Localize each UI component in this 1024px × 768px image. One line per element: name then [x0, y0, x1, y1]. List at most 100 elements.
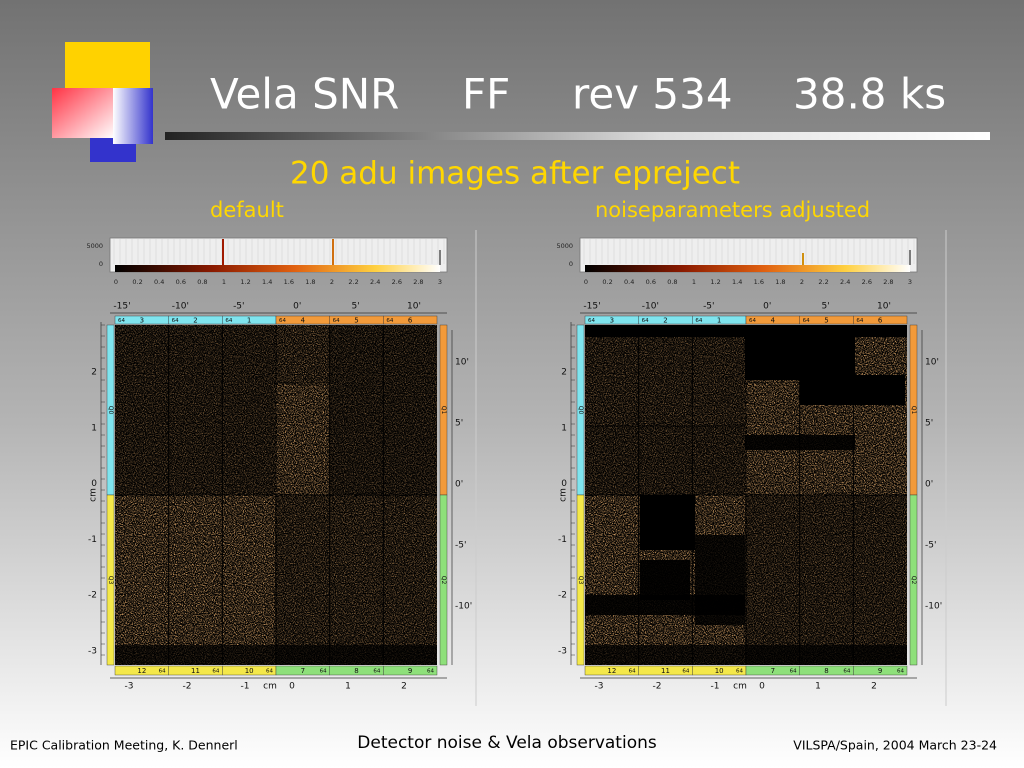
arcmin-label: 10' — [407, 302, 421, 312]
image-shade — [640, 560, 690, 600]
arcmin-label: -5' — [455, 541, 466, 551]
histogram-tick-label: 0 — [569, 260, 573, 268]
cm-label: -1 — [241, 682, 250, 692]
cm-label: 2 — [871, 682, 877, 692]
image-shade — [640, 495, 695, 550]
ccd-channels: 64 — [172, 318, 179, 324]
ccd-channels: 64 — [856, 318, 863, 324]
decor-square — [52, 88, 114, 138]
title: rev 534 — [572, 70, 733, 119]
ccd-label: 7 — [771, 667, 775, 675]
colorbar-tick-label: 0.2 — [602, 278, 612, 286]
subtitle: 20 adu images after epreject — [290, 156, 740, 192]
ccd-label: 3 — [610, 317, 614, 325]
arcmin-label: -15' — [113, 302, 130, 312]
histogram-tick-label: 0 — [99, 260, 103, 268]
arcmin-label: -5' — [233, 302, 244, 312]
arcmin-label: -10' — [642, 302, 659, 312]
colorbar-tick-label: 1.2 — [710, 278, 720, 286]
cm-label: 2 — [561, 368, 567, 378]
cm-label: 2 — [401, 682, 407, 692]
image-shade — [745, 495, 907, 665]
title-rule — [165, 132, 990, 140]
ccd-label: 3 — [140, 317, 144, 325]
ccd-strip — [383, 665, 438, 676]
cm-label: 1 — [561, 423, 567, 433]
colorbar-tick-label: 0.6 — [646, 278, 656, 286]
colorbar-tick-label: 0 — [584, 278, 588, 286]
colorbar-tick-label: 1.8 — [305, 278, 315, 286]
arcmin-label: 5' — [821, 302, 829, 312]
ccd-label: 2 — [193, 317, 197, 325]
colorbar-tick-label: 2.6 — [392, 278, 402, 286]
axis-unit: cm — [263, 682, 277, 692]
quadrant-label: Q3 — [577, 576, 584, 585]
ccd-label: 9 — [408, 667, 412, 675]
colorbar-tick-label: 0.4 — [154, 278, 164, 286]
ccd-label: 7 — [301, 667, 305, 675]
cm-label: 1 — [345, 682, 351, 692]
colorbar-tick-label: 1.6 — [754, 278, 764, 286]
quadrant-label: Q1 — [910, 406, 917, 415]
title: FF — [462, 70, 510, 119]
cm-label: 0 — [91, 479, 97, 489]
ccd-label: 2 — [663, 317, 667, 325]
cm-label: -1 — [558, 535, 567, 545]
ccd-channels: 64 — [695, 318, 702, 324]
cm-label: 1 — [815, 682, 821, 692]
image-shade — [275, 325, 330, 385]
title: Vela SNR — [210, 70, 399, 119]
colorbar-tick-label: 0.6 — [176, 278, 186, 286]
quadrant-label: Q0 — [577, 406, 584, 415]
colorbar-tick-label: 0.4 — [624, 278, 634, 286]
ccd-label: 11 — [661, 667, 670, 675]
image-shade — [745, 325, 800, 380]
ccd-channels: 64 — [212, 669, 219, 675]
cm-label: -2 — [88, 591, 97, 601]
ccd-label: 6 — [878, 317, 883, 325]
colorbar-tick-label: 3 — [908, 278, 912, 286]
colorbar-tick-label: 1.2 — [240, 278, 250, 286]
colorbar-tick-label: 1 — [222, 278, 226, 286]
quadrant-strip — [909, 494, 918, 666]
colorbar-tick-label: 1.4 — [262, 278, 272, 286]
ccd-channels: 64 — [373, 669, 380, 675]
quadrant-label: Q2 — [910, 576, 917, 585]
cm-label: 0 — [561, 479, 567, 489]
arcmin-label: 10' — [877, 302, 891, 312]
arcmin-label: 5' — [455, 419, 463, 429]
ccd-label: 10 — [715, 667, 724, 675]
cm-label: 1 — [91, 423, 97, 433]
colorbar-tick-label: 2 — [800, 278, 804, 286]
cm-label: -3 — [88, 647, 97, 657]
image-shade — [275, 495, 437, 665]
quadrant-label: Q1 — [440, 406, 447, 415]
panel-label: noiseparameters adjusted — [595, 198, 870, 222]
image-shade — [855, 375, 905, 405]
ccd-label: 12 — [137, 667, 146, 675]
colorbar — [115, 265, 440, 272]
arcmin-label: -10' — [172, 302, 189, 312]
colorbar-tick-label: 0.8 — [197, 278, 207, 286]
ccd-label: 6 — [408, 317, 413, 325]
image-shade — [695, 535, 745, 625]
cm-label: 0 — [289, 682, 295, 692]
quadrant-label: Q3 — [107, 576, 114, 585]
detector-panel: 5000 0 0 0.2 0.4 0.6 0.8 1 1.2 1.4 1.6 1.8 2 2.2 2.4 2.… — [556, 237, 942, 692]
colorbar-tick-label: 2.2 — [818, 278, 828, 286]
arcmin-label: 0' — [925, 480, 933, 490]
ccd-channels: 64 — [843, 669, 850, 675]
ccd-label: 10 — [245, 667, 254, 675]
arcmin-label: -5' — [703, 302, 714, 312]
cm-label: 2 — [91, 368, 97, 378]
colorbar-tick-label: 2.6 — [862, 278, 872, 286]
colorbar-tick-label: 0 — [114, 278, 118, 286]
ccd-channels: 64 — [736, 669, 743, 675]
colorbar-tick-label: 1 — [692, 278, 696, 286]
cm-label: -2 — [558, 591, 567, 601]
ccd-label: 12 — [607, 667, 616, 675]
ccd-channels: 64 — [897, 669, 904, 675]
ccd-label: 8 — [354, 667, 358, 675]
arcmin-label: 0' — [455, 480, 463, 490]
